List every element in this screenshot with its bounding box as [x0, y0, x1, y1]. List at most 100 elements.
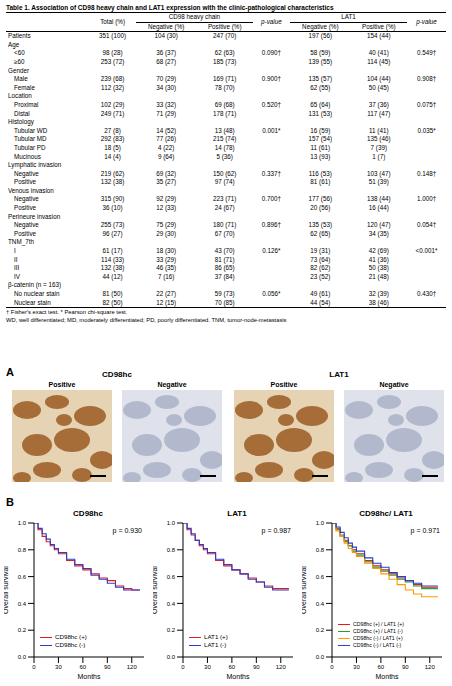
svg-text:60: 60: [378, 664, 385, 670]
html-text:0.549†: 0.549†: [416, 49, 437, 57]
svg-text:Overall survival: Overall survival: [8, 566, 9, 614]
html-text:169 (71): 169 (71): [213, 75, 237, 83]
svg-text:Overall survival: Overall survival: [302, 566, 307, 614]
html-text:Age: Age: [8, 40, 20, 48]
svg-text:0.0: 0.0: [18, 654, 27, 660]
html-text:CD98hc: CD98hc: [73, 509, 103, 518]
svg-text:90: 90: [402, 664, 409, 670]
html-text:p-value: p-value: [416, 17, 437, 25]
html-text:50 (45): 50 (45): [368, 83, 389, 91]
html-text:58 (59): 58 (59): [310, 49, 331, 57]
html-text:36 (37): 36 (37): [156, 49, 177, 57]
html-text:70 (29): 70 (29): [156, 75, 177, 83]
svg-text:Months: Months: [227, 673, 250, 679]
html-text:14 (52): 14 (52): [156, 126, 177, 134]
svg-text:120: 120: [127, 664, 138, 670]
svg-text:0: 0: [181, 664, 185, 670]
html-text:CD98hc: CD98hc: [102, 370, 132, 379]
svg-text:0.4: 0.4: [18, 601, 27, 607]
html-text:Negative (%): Negative (%): [302, 22, 339, 30]
svg-text:1.0: 1.0: [316, 520, 325, 526]
html-text:78 (70): 78 (70): [214, 83, 235, 91]
html-text:154 (44): 154 (44): [367, 32, 391, 40]
svg-text:120: 120: [425, 664, 436, 670]
html-text:LAT1: LAT1: [329, 370, 349, 379]
svg-text:0: 0: [330, 664, 334, 670]
svg-text:1.0: 1.0: [167, 520, 176, 526]
html-text:27 (8): 27 (8): [104, 126, 121, 134]
svg-text:0.0: 0.0: [316, 654, 325, 660]
html-text:LAT1: LAT1: [227, 509, 247, 518]
svg-text:60: 60: [229, 664, 236, 670]
html-text:Tubular WD: Tubular WD: [14, 126, 48, 134]
svg-text:0.2: 0.2: [167, 627, 176, 633]
html-text:37 (36): 37 (36): [368, 100, 389, 108]
svg-text:0.6: 0.6: [316, 574, 325, 580]
svg-text:0.2: 0.2: [316, 627, 325, 633]
html-text:104 (30): 104 (30): [154, 32, 178, 40]
svg-text:Months: Months: [78, 673, 101, 679]
html-text:104 (44): 104 (44): [367, 75, 391, 83]
svg-text:0.8: 0.8: [18, 547, 27, 553]
html-text:0.090†: 0.090†: [261, 49, 282, 57]
svg-text:60: 60: [80, 664, 87, 670]
html-text:178 (71): 178 (71): [213, 109, 237, 117]
html-text:CD98hc/ LAT1: CD98hc/ LAT1: [359, 509, 413, 518]
html-text:Histology: Histology: [8, 118, 34, 126]
html-text:Female: Female: [14, 83, 35, 91]
html-text:197 (56): 197 (56): [308, 32, 332, 40]
svg-text:0.0: 0.0: [167, 654, 176, 660]
html-text:0.900†: 0.900†: [261, 75, 282, 83]
html-text:131 (53): 131 (53): [308, 109, 332, 117]
html-text:0.908†: 0.908†: [416, 75, 437, 83]
svg-text:1.0: 1.0: [18, 520, 27, 526]
html-text:Positive (%): Positive (%): [207, 22, 242, 30]
svg-text:90: 90: [104, 664, 111, 670]
html-text:62 (55): 62 (55): [310, 83, 331, 91]
html-text:0.075†: 0.075†: [416, 100, 437, 108]
html-text:351 (100): 351 (100): [99, 32, 127, 40]
html-text:<60: <60: [14, 49, 25, 57]
svg-text:120: 120: [276, 664, 287, 670]
svg-text:30: 30: [204, 664, 211, 670]
html-text:98 (28): 98 (28): [102, 49, 123, 57]
svg-text:0.8: 0.8: [316, 547, 325, 553]
svg-text:Months: Months: [376, 673, 399, 679]
html-text:71 (29): 71 (29): [156, 109, 177, 117]
html-text:0.520†: 0.520†: [261, 100, 282, 108]
svg-text:0.6: 0.6: [18, 574, 27, 580]
html-text:34 (30): 34 (30): [156, 83, 177, 91]
svg-text:0.8: 0.8: [167, 547, 176, 553]
svg-text:0.4: 0.4: [167, 601, 176, 607]
html-text:112 (32): 112 (32): [101, 83, 125, 91]
html-text:40 (41): 40 (41): [368, 49, 389, 57]
svg-text:0.2: 0.2: [18, 627, 27, 633]
html-text:62 (63): 62 (63): [214, 49, 235, 57]
svg-text:0.4: 0.4: [316, 601, 325, 607]
html-text:Negative (%): Negative (%): [148, 22, 185, 30]
html-text:247 (70): 247 (70): [213, 32, 237, 40]
html-text:135 (57): 135 (57): [308, 75, 332, 83]
svg-text:30: 30: [55, 664, 62, 670]
html-text:102 (29): 102 (29): [100, 100, 125, 108]
html-text:Patients: Patients: [8, 32, 31, 40]
html-text:239 (68): 239 (68): [100, 75, 125, 83]
html-text:Gender: Gender: [8, 66, 29, 74]
svg-text:30: 30: [353, 664, 360, 670]
html-text:Total (%): Total (%): [100, 17, 125, 25]
html-text:33 (32): 33 (32): [156, 100, 177, 108]
svg-text:0: 0: [32, 664, 36, 670]
html-text:Positive (%): Positive (%): [362, 22, 396, 30]
html-text:Proximal: Proximal: [14, 100, 39, 108]
svg-text:Overall survival: Overall survival: [153, 566, 158, 614]
html-text:Distal: Distal: [14, 109, 30, 117]
html-text:Male: Male: [14, 75, 28, 83]
html-text:p-value: p-value: [261, 17, 282, 25]
html-text:Location: Location: [8, 92, 32, 100]
html-text:249 (71): 249 (71): [100, 109, 125, 117]
svg-text:90: 90: [253, 664, 260, 670]
svg-text:0.6: 0.6: [167, 574, 176, 580]
html-text:65 (64): 65 (64): [310, 100, 331, 108]
html-text:69 (68): 69 (68): [214, 100, 235, 108]
html-text:117 (47): 117 (47): [367, 109, 391, 117]
